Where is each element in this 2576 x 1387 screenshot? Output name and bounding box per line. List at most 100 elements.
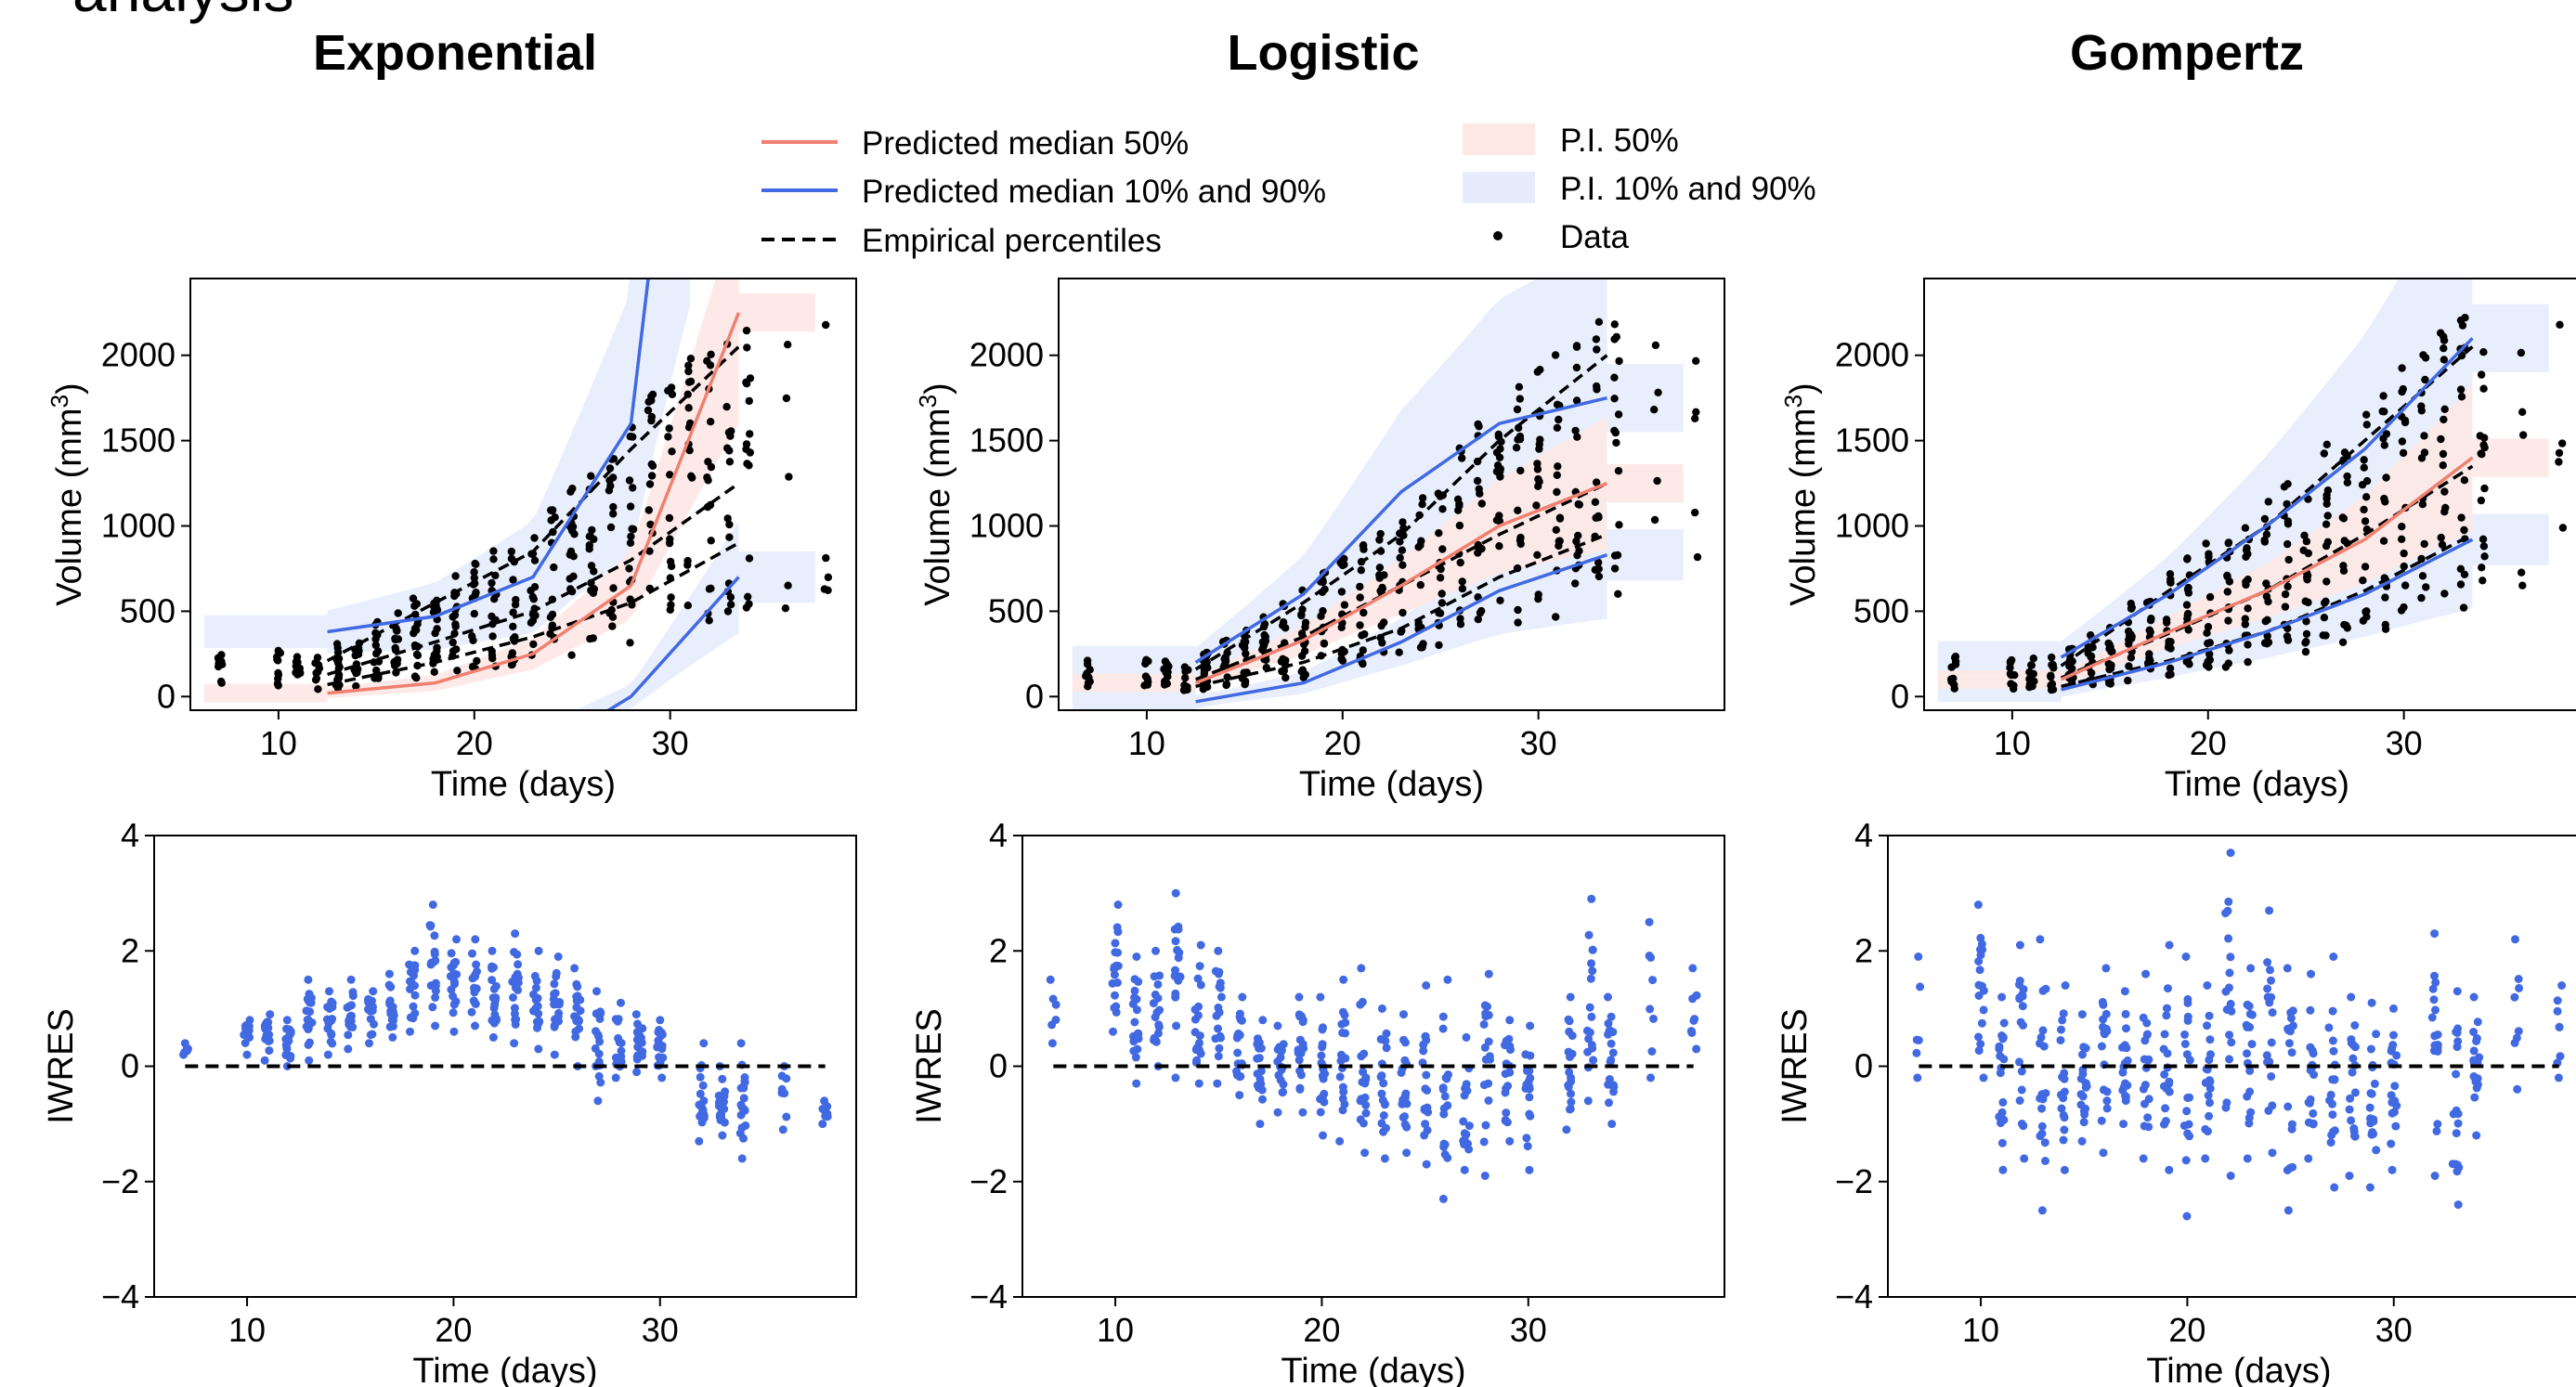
- data-point: [742, 603, 751, 612]
- data-point: [2301, 647, 2310, 656]
- residual-point: [2330, 1075, 2339, 1084]
- x-tick-label: 30: [2386, 724, 2423, 762]
- residual-point: [1605, 1098, 1613, 1108]
- data-point: [2205, 639, 2214, 647]
- residual-point: [1464, 1121, 1474, 1131]
- data-point: [1416, 580, 1425, 590]
- residual-point: [1256, 1043, 1266, 1053]
- residual-point: [514, 985, 523, 994]
- pi-band-high: [2061, 279, 2473, 674]
- axes-frame: [153, 835, 857, 1298]
- residual-point: [1378, 1095, 1387, 1105]
- residual-point: [513, 950, 522, 959]
- data-point: [2478, 450, 2486, 459]
- data-point: [2264, 597, 2272, 606]
- y-axis-label-close: ): [918, 382, 957, 395]
- data-point: [1455, 501, 1464, 510]
- data-point: [2304, 495, 2312, 503]
- data-point: [453, 667, 462, 675]
- residual-point: [1607, 1012, 1616, 1021]
- residual-point: [305, 1056, 314, 1065]
- residual-point: [2119, 1120, 2128, 1129]
- residual-point: [1128, 999, 1138, 1008]
- data-point: [2479, 348, 2488, 356]
- data-point: [704, 476, 712, 485]
- residual-point: [510, 1039, 519, 1048]
- residual-point: [2061, 981, 2070, 990]
- data-point: [1475, 485, 1483, 493]
- residual-point: [1382, 1043, 1391, 1053]
- residual-point: [1360, 1049, 1369, 1058]
- residual-point: [2017, 1085, 2026, 1095]
- y-tick-label: 500: [1854, 591, 1909, 629]
- residual-point: [593, 1031, 603, 1039]
- data-point: [2302, 617, 2310, 626]
- residual-point: [1111, 939, 1120, 948]
- data-point: [2202, 539, 2210, 548]
- residual-point: [1481, 1009, 1490, 1018]
- data-point: [273, 680, 282, 688]
- residual-point: [2017, 1067, 2026, 1076]
- data-point: [2362, 613, 2371, 621]
- residual-point: [1607, 1056, 1616, 1065]
- data-point: [684, 378, 694, 386]
- predicted-median-50-line: [1194, 481, 1608, 685]
- residual-point: [1997, 1138, 2007, 1147]
- x-tick-label: 10: [228, 1311, 266, 1349]
- data-point: [1418, 500, 1426, 509]
- residual-point: [1190, 1015, 1200, 1024]
- residual-point: [449, 1027, 459, 1036]
- residual-point: [2037, 1129, 2047, 1138]
- residual-point: [1195, 962, 1204, 971]
- residual-point: [2513, 1084, 2522, 1094]
- data-point: [705, 616, 713, 625]
- residual-point: [1443, 1153, 1452, 1162]
- data-point: [1299, 673, 1308, 681]
- data-point: [2397, 606, 2406, 615]
- data-point: [2340, 537, 2348, 545]
- data-point: [2146, 616, 2155, 625]
- data-point: [2439, 449, 2448, 459]
- data-point: [372, 649, 381, 658]
- data-point: [1614, 590, 1622, 598]
- residual-point: [1130, 986, 1139, 995]
- residual-point: [1258, 1016, 1268, 1025]
- data-point: [1417, 537, 1425, 545]
- residual-point: [488, 1032, 498, 1042]
- data-point: [784, 341, 792, 349]
- residual-point: [2245, 1022, 2255, 1031]
- residual-point: [1234, 1029, 1243, 1038]
- residual-point: [1460, 1165, 1469, 1174]
- data-point: [1573, 551, 1581, 560]
- data-point: [2460, 525, 2468, 535]
- residual-point: [638, 1051, 646, 1060]
- data-point: [529, 640, 538, 649]
- pi-band-median-start: [203, 683, 328, 703]
- data-point: [1375, 574, 1384, 582]
- data-point: [629, 484, 637, 492]
- data-point: [2517, 568, 2526, 577]
- residual-point: [1299, 1043, 1308, 1053]
- residual-point: [1999, 1018, 2009, 1028]
- data-point: [451, 572, 460, 580]
- data-point: [470, 568, 478, 577]
- pi-band-high-end: [2472, 304, 2549, 373]
- residual-point: [2431, 1005, 2439, 1015]
- residual-point: [1974, 980, 1984, 990]
- residual-point: [370, 1019, 378, 1029]
- data-point: [488, 632, 497, 641]
- data-point: [628, 601, 636, 609]
- residual-point: [2205, 1011, 2214, 1020]
- residual-point: [1522, 1080, 1531, 1089]
- data-point: [2440, 405, 2449, 413]
- data-point: [587, 472, 595, 480]
- residual-point: [2139, 1013, 2148, 1022]
- residual-point: [2121, 1092, 2130, 1101]
- data-point: [2203, 629, 2211, 637]
- residual-point: [1279, 1087, 1288, 1096]
- residual-point: [2350, 1043, 2360, 1052]
- data-point: [2478, 535, 2488, 543]
- residual-point: [552, 972, 561, 981]
- residual-point: [2345, 1172, 2354, 1180]
